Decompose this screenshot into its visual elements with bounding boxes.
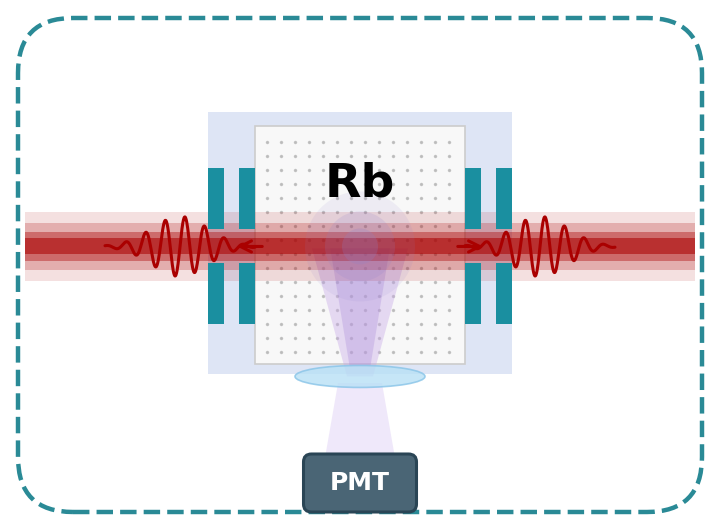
Bar	[360, 238, 695, 254]
Circle shape	[342, 228, 378, 264]
Bar	[496, 263, 512, 324]
Polygon shape	[312, 249, 408, 376]
Ellipse shape	[295, 366, 425, 387]
Bar	[25, 212, 360, 281]
Bar	[496, 169, 512, 229]
Polygon shape	[330, 249, 390, 366]
Bar	[239, 169, 255, 229]
Bar	[465, 169, 481, 229]
FancyBboxPatch shape	[18, 18, 702, 512]
FancyBboxPatch shape	[304, 454, 416, 512]
Circle shape	[325, 211, 395, 281]
Bar	[25, 232, 360, 261]
Circle shape	[305, 191, 415, 302]
Bar	[25, 238, 360, 254]
Bar	[255, 127, 465, 365]
Text: Rb: Rb	[325, 162, 395, 207]
Bar	[239, 263, 255, 324]
Bar	[25, 223, 360, 270]
Bar	[360, 212, 695, 281]
Text: PMT: PMT	[330, 471, 390, 495]
Bar	[360, 232, 695, 261]
Polygon shape	[322, 383, 398, 475]
Bar	[360, 223, 695, 270]
Bar	[208, 112, 512, 375]
Bar	[208, 169, 224, 229]
Bar	[465, 263, 481, 324]
Bar	[208, 263, 224, 324]
